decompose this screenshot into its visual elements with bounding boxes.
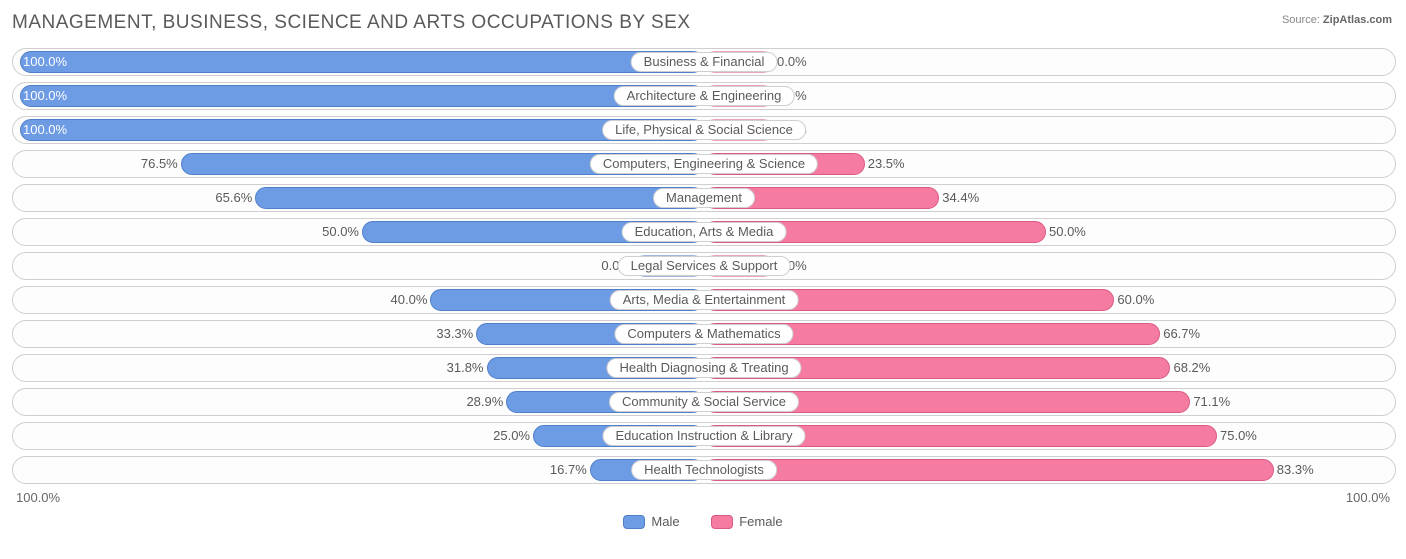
chart-row: 100.0%0.0%Architecture & Engineering	[12, 82, 1396, 110]
male-bar	[255, 187, 704, 209]
female-bar	[704, 459, 1274, 481]
chart-row: 100.0%0.0%Life, Physical & Social Scienc…	[12, 116, 1396, 144]
male-value-label: 31.8%	[447, 360, 484, 375]
chart-row: 33.3% 66.7% Computers & Mathematics	[12, 320, 1396, 348]
chart-row: 28.9% 71.1% Community & Social Service	[12, 388, 1396, 416]
female-value-label: 60.0%	[1117, 292, 1154, 307]
male-swatch	[623, 515, 645, 529]
legend-female-label: Female	[739, 514, 782, 529]
axis-right-label: 100.0%	[1346, 490, 1390, 505]
male-value-label: 40.0%	[391, 292, 428, 307]
category-label: Computers, Engineering & Science	[590, 154, 818, 174]
source-attribution: Source: ZipAtlas.com	[1282, 14, 1392, 26]
chart-row: 50.0% 50.0% Education, Arts & Media	[12, 218, 1396, 246]
male-bar	[20, 85, 704, 107]
male-value-label: 100.0%	[23, 88, 67, 103]
female-value-label: 68.2%	[1173, 360, 1210, 375]
male-value-label: 25.0%	[493, 428, 530, 443]
female-value-label: 34.4%	[942, 190, 979, 205]
category-label: Life, Physical & Social Science	[602, 120, 806, 140]
chart-row: 40.0% 60.0% Arts, Media & Entertainment	[12, 286, 1396, 314]
female-value-label: 50.0%	[1049, 224, 1086, 239]
female-value-label: 75.0%	[1220, 428, 1257, 443]
male-value-label: 100.0%	[23, 122, 67, 137]
chart-row: 100.0% 0.0%Business & Financial	[12, 48, 1396, 76]
female-value-label: 71.1%	[1193, 394, 1230, 409]
chart-row: 16.7% 83.3% Health Technologists	[12, 456, 1396, 484]
chart-row: 76.5% 23.5% Computers, Engineering & Scien…	[12, 150, 1396, 178]
female-swatch	[711, 515, 733, 529]
male-value-label: 100.0%	[23, 54, 67, 69]
female-value-label: 23.5%	[868, 156, 905, 171]
category-label: Management	[653, 188, 755, 208]
female-value-label: 83.3%	[1277, 462, 1314, 477]
source-name: ZipAtlas.com	[1323, 14, 1392, 26]
chart-row: 0.0%0.0%Legal Services & Support	[12, 252, 1396, 280]
category-label: Health Diagnosing & Treating	[606, 358, 801, 378]
legend-male-label: Male	[651, 514, 679, 529]
category-label: Computers & Mathematics	[614, 324, 793, 344]
chart-row: 25.0% 75.0% Education Instruction & Librar…	[12, 422, 1396, 450]
category-label: Education Instruction & Library	[602, 426, 805, 446]
male-value-label: 50.0%	[322, 224, 359, 239]
chart-row: 65.6% 34.4% Management	[12, 184, 1396, 212]
male-value-label: 16.7%	[550, 462, 587, 477]
male-value-label: 76.5%	[141, 156, 178, 171]
male-bar	[20, 51, 704, 73]
category-label: Business & Financial	[631, 52, 778, 72]
legend-item-male: Male	[623, 514, 679, 529]
source-prefix: Source:	[1282, 14, 1323, 26]
axis-left-label: 100.0%	[16, 490, 60, 505]
legend: Male Female	[10, 514, 1396, 532]
chart-title: MANAGEMENT, BUSINESS, SCIENCE AND ARTS O…	[10, 12, 1396, 34]
diverging-bar-chart: 100.0%0.0%Business & Financial100.0%0.0%…	[12, 48, 1396, 484]
x-axis: 100.0% 100.0%	[10, 490, 1396, 510]
category-label: Community & Social Service	[609, 392, 799, 412]
male-value-label: 65.6%	[215, 190, 252, 205]
category-label: Legal Services & Support	[618, 256, 791, 276]
female-value-label: 0.0%	[777, 54, 807, 69]
chart-row: 31.8% 68.2% Health Diagnosing & Treating	[12, 354, 1396, 382]
category-label: Architecture & Engineering	[614, 86, 795, 106]
category-label: Education, Arts & Media	[622, 222, 787, 242]
male-value-label: 28.9%	[466, 394, 503, 409]
female-value-label: 66.7%	[1163, 326, 1200, 341]
category-label: Health Technologists	[631, 460, 777, 480]
male-value-label: 33.3%	[436, 326, 473, 341]
legend-item-female: Female	[711, 514, 782, 529]
category-label: Arts, Media & Entertainment	[610, 290, 799, 310]
